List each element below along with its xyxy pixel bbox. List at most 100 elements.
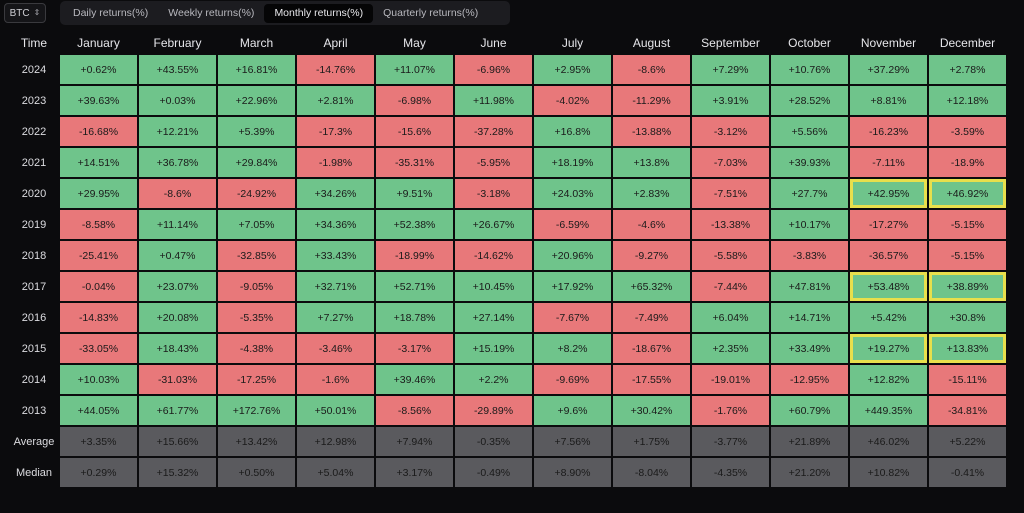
tab-weekly-returns[interactable]: Weekly returns(%) (168, 7, 255, 19)
return-cell: -9.69% (534, 365, 611, 394)
return-cell: -1.98% (297, 148, 374, 177)
return-cell: +33.49% (771, 334, 848, 363)
return-cell: +29.95% (60, 179, 137, 208)
table-row: 2015 -33.05% +18.43% -4.38% -3.46% -3.17% +15.… (10, 334, 1006, 363)
return-cell: -36.57% (850, 241, 927, 270)
return-cell: +50.01% (297, 396, 374, 425)
return-cell: -37.28% (455, 117, 532, 146)
return-cell: -3.46% (297, 334, 374, 363)
return-cell: +30.42% (613, 396, 690, 425)
return-cell: +2.78% (929, 55, 1006, 84)
return-cell: +11.14% (139, 210, 216, 239)
return-cell: -4.6% (613, 210, 690, 239)
return-cell: -8.56% (376, 396, 453, 425)
return-cell: -31.03% (139, 365, 216, 394)
tab-daily-returns[interactable]: Daily returns(%) (73, 7, 149, 19)
return-cell: +12.18% (929, 86, 1006, 115)
return-cell: -8.58% (60, 210, 137, 239)
return-cell: +6.04% (692, 303, 769, 332)
stat-cell: +10.82% (850, 458, 927, 487)
return-cell: -4.02% (534, 86, 611, 115)
return-cell: +52.38% (376, 210, 453, 239)
return-cell: -7.67% (534, 303, 611, 332)
return-cell: +10.17% (771, 210, 848, 239)
return-cell: -17.27% (850, 210, 927, 239)
return-cell: +18.19% (534, 148, 611, 177)
year-label: 2015 (21, 342, 47, 355)
return-cell: +44.05% (60, 396, 137, 425)
month-header-december: December (939, 36, 996, 50)
return-cell: +29.84% (218, 148, 295, 177)
return-cell: -17.25% (218, 365, 295, 394)
return-cell: +32.71% (297, 272, 374, 301)
table-row: 2020 +29.95% -8.6% -24.92% +34.26% +9.51% -3.1… (10, 179, 1006, 208)
stat-cell: -0.35% (455, 427, 532, 456)
stat-cell: -0.41% (929, 458, 1006, 487)
table-row: 2021 +14.51% +36.78% +29.84% -1.98% -35.31% -5… (10, 148, 1006, 177)
chevron-up-down-icon: ⇕ (33, 8, 41, 17)
return-cell: -5.35% (218, 303, 295, 332)
return-cell: -8.6% (139, 179, 216, 208)
year-label: 2016 (21, 311, 47, 324)
return-cell: +5.56% (771, 117, 848, 146)
return-cell: -7.51% (692, 179, 769, 208)
return-cell: +27.14% (455, 303, 532, 332)
return-cell: +47.81% (771, 272, 848, 301)
table-row: 2023 +39.63% +0.03% +22.96% +2.81% -6.98% +11.… (10, 86, 1006, 115)
table-row: 2018 -25.41% +0.47% -32.85% +33.43% -18.99% -1… (10, 241, 1006, 270)
stat-cell: +5.22% (929, 427, 1006, 456)
tab-quarterly-returns[interactable]: Quarterly returns(%) (383, 7, 479, 19)
return-cell: +27.7% (771, 179, 848, 208)
return-cell: -14.62% (455, 241, 532, 270)
stat-cell: +7.56% (534, 427, 611, 456)
return-cell: +16.8% (534, 117, 611, 146)
return-cell: -11.29% (613, 86, 690, 115)
year-label: 2020 (21, 187, 47, 200)
return-cell: -6.59% (534, 210, 611, 239)
return-cell: -7.44% (692, 272, 769, 301)
stat-cell: +1.75% (613, 427, 690, 456)
return-cell: +8.2% (534, 334, 611, 363)
return-cell: +2.83% (613, 179, 690, 208)
return-cell: -13.38% (692, 210, 769, 239)
return-cell: +449.35% (850, 396, 927, 425)
return-cell: +38.89% (929, 272, 1006, 301)
return-cell: +0.62% (60, 55, 137, 84)
return-cell: -6.98% (376, 86, 453, 115)
return-cell: +61.77% (139, 396, 216, 425)
stat-cell: +5.04% (297, 458, 374, 487)
month-header-february: February (153, 36, 202, 50)
return-cell: -25.41% (60, 241, 137, 270)
stat-cell: +12.98% (297, 427, 374, 456)
return-cell: +33.43% (297, 241, 374, 270)
stat-cell: +8.90% (534, 458, 611, 487)
return-cell: +22.96% (218, 86, 295, 115)
return-cell: +3.91% (692, 86, 769, 115)
stat-cell: +0.29% (60, 458, 137, 487)
return-cell: +5.42% (850, 303, 927, 332)
return-cell: -5.15% (929, 210, 1006, 239)
return-cell: -13.88% (613, 117, 690, 146)
table-row: 2016 -14.83% +20.08% -5.35% +7.27% +18.78% +27… (10, 303, 1006, 332)
return-cell: -14.83% (60, 303, 137, 332)
stat-cell: -4.35% (692, 458, 769, 487)
returns-period-tabs: Daily returns(%) Weekly returns(%) Month… (60, 1, 510, 25)
stat-cell: +0.50% (218, 458, 295, 487)
month-header-october: October (788, 36, 831, 50)
return-cell: +28.52% (771, 86, 848, 115)
asset-selector[interactable]: BTC ⇕ (4, 3, 46, 23)
tab-monthly-returns[interactable]: Monthly returns(%) (264, 3, 374, 23)
return-cell: -3.59% (929, 117, 1006, 146)
return-cell: +2.2% (455, 365, 532, 394)
month-header-january: January (77, 36, 120, 50)
return-cell: +9.51% (376, 179, 453, 208)
return-cell: +10.45% (455, 272, 532, 301)
return-cell: +14.51% (60, 148, 137, 177)
stat-row: Average +3.35% +15.66% +13.42% +12.98% +7.94%… (10, 427, 1006, 456)
return-cell: -8.6% (613, 55, 690, 84)
return-cell: -14.76% (297, 55, 374, 84)
return-cell: +26.67% (455, 210, 532, 239)
stat-cell: +21.20% (771, 458, 848, 487)
return-cell: +11.07% (376, 55, 453, 84)
